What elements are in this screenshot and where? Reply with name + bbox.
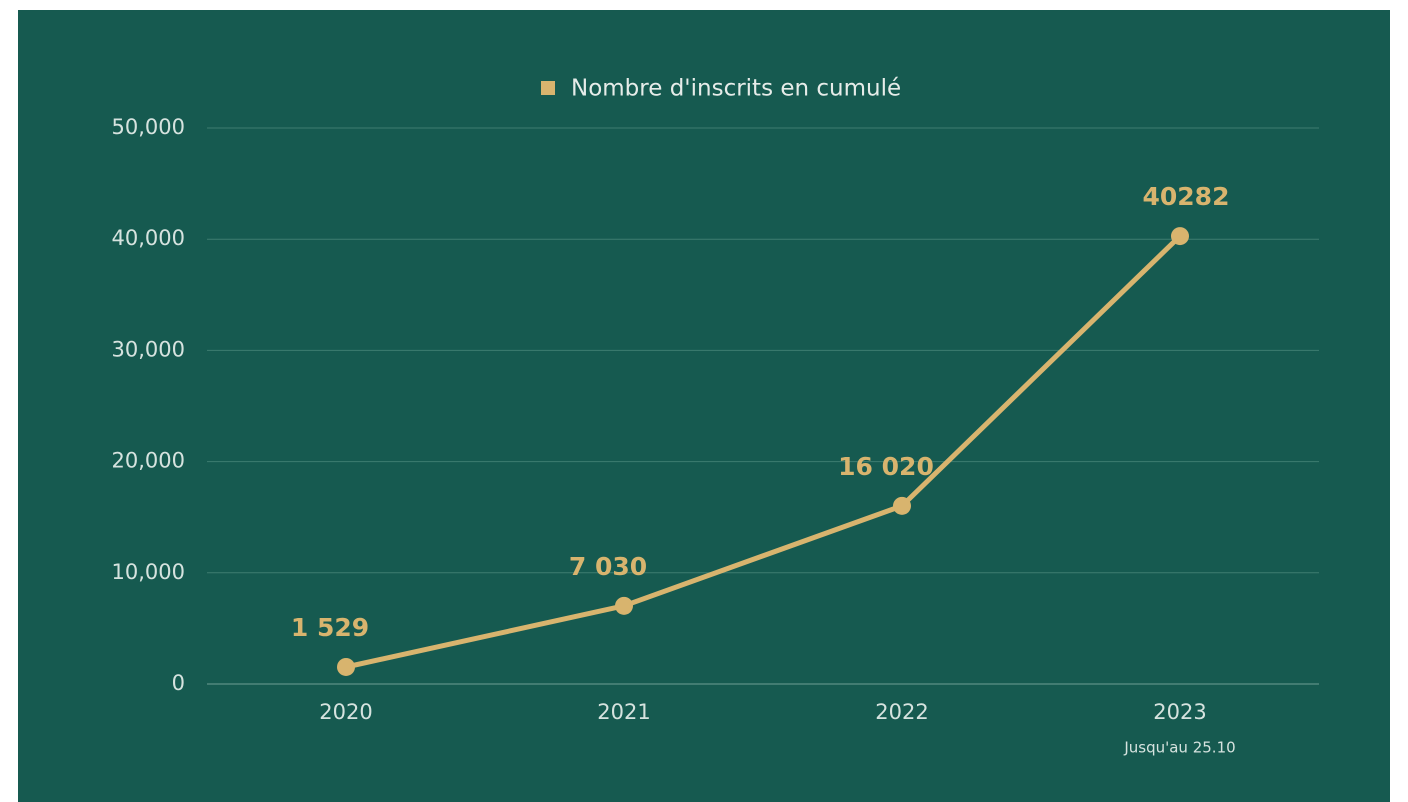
point xyxy=(615,596,633,615)
y-tick-label: 50,000 xyxy=(112,115,185,139)
y-tick-label: 20,000 xyxy=(112,449,185,473)
data-label: 7 030 xyxy=(569,552,647,581)
line xyxy=(345,234,1182,670)
legend-swatch xyxy=(541,81,555,95)
point xyxy=(893,496,911,515)
y-tick-label: 0 xyxy=(172,671,185,695)
legend-label: Nombre d'inscrits en cumulé xyxy=(571,76,901,102)
x-tick-label: 2020 xyxy=(319,700,372,724)
y-tick-label: 30,000 xyxy=(112,337,185,361)
x-tick-label: 2022 xyxy=(875,700,928,724)
x-tick-label: 2021 xyxy=(597,700,650,724)
y-tick-label: 40,000 xyxy=(112,226,185,250)
x-tick-label: 2023 xyxy=(1153,700,1206,724)
y-tick-label: 10,000 xyxy=(112,560,185,584)
point xyxy=(1171,227,1189,246)
panel xyxy=(18,10,1390,802)
data-label: 1 529 xyxy=(291,613,369,642)
data-label: 40282 xyxy=(1143,182,1230,211)
x-tick-note: Jusqu'au 25.10 xyxy=(1123,739,1235,757)
data-label: 16 020 xyxy=(838,452,934,481)
point xyxy=(337,657,355,676)
